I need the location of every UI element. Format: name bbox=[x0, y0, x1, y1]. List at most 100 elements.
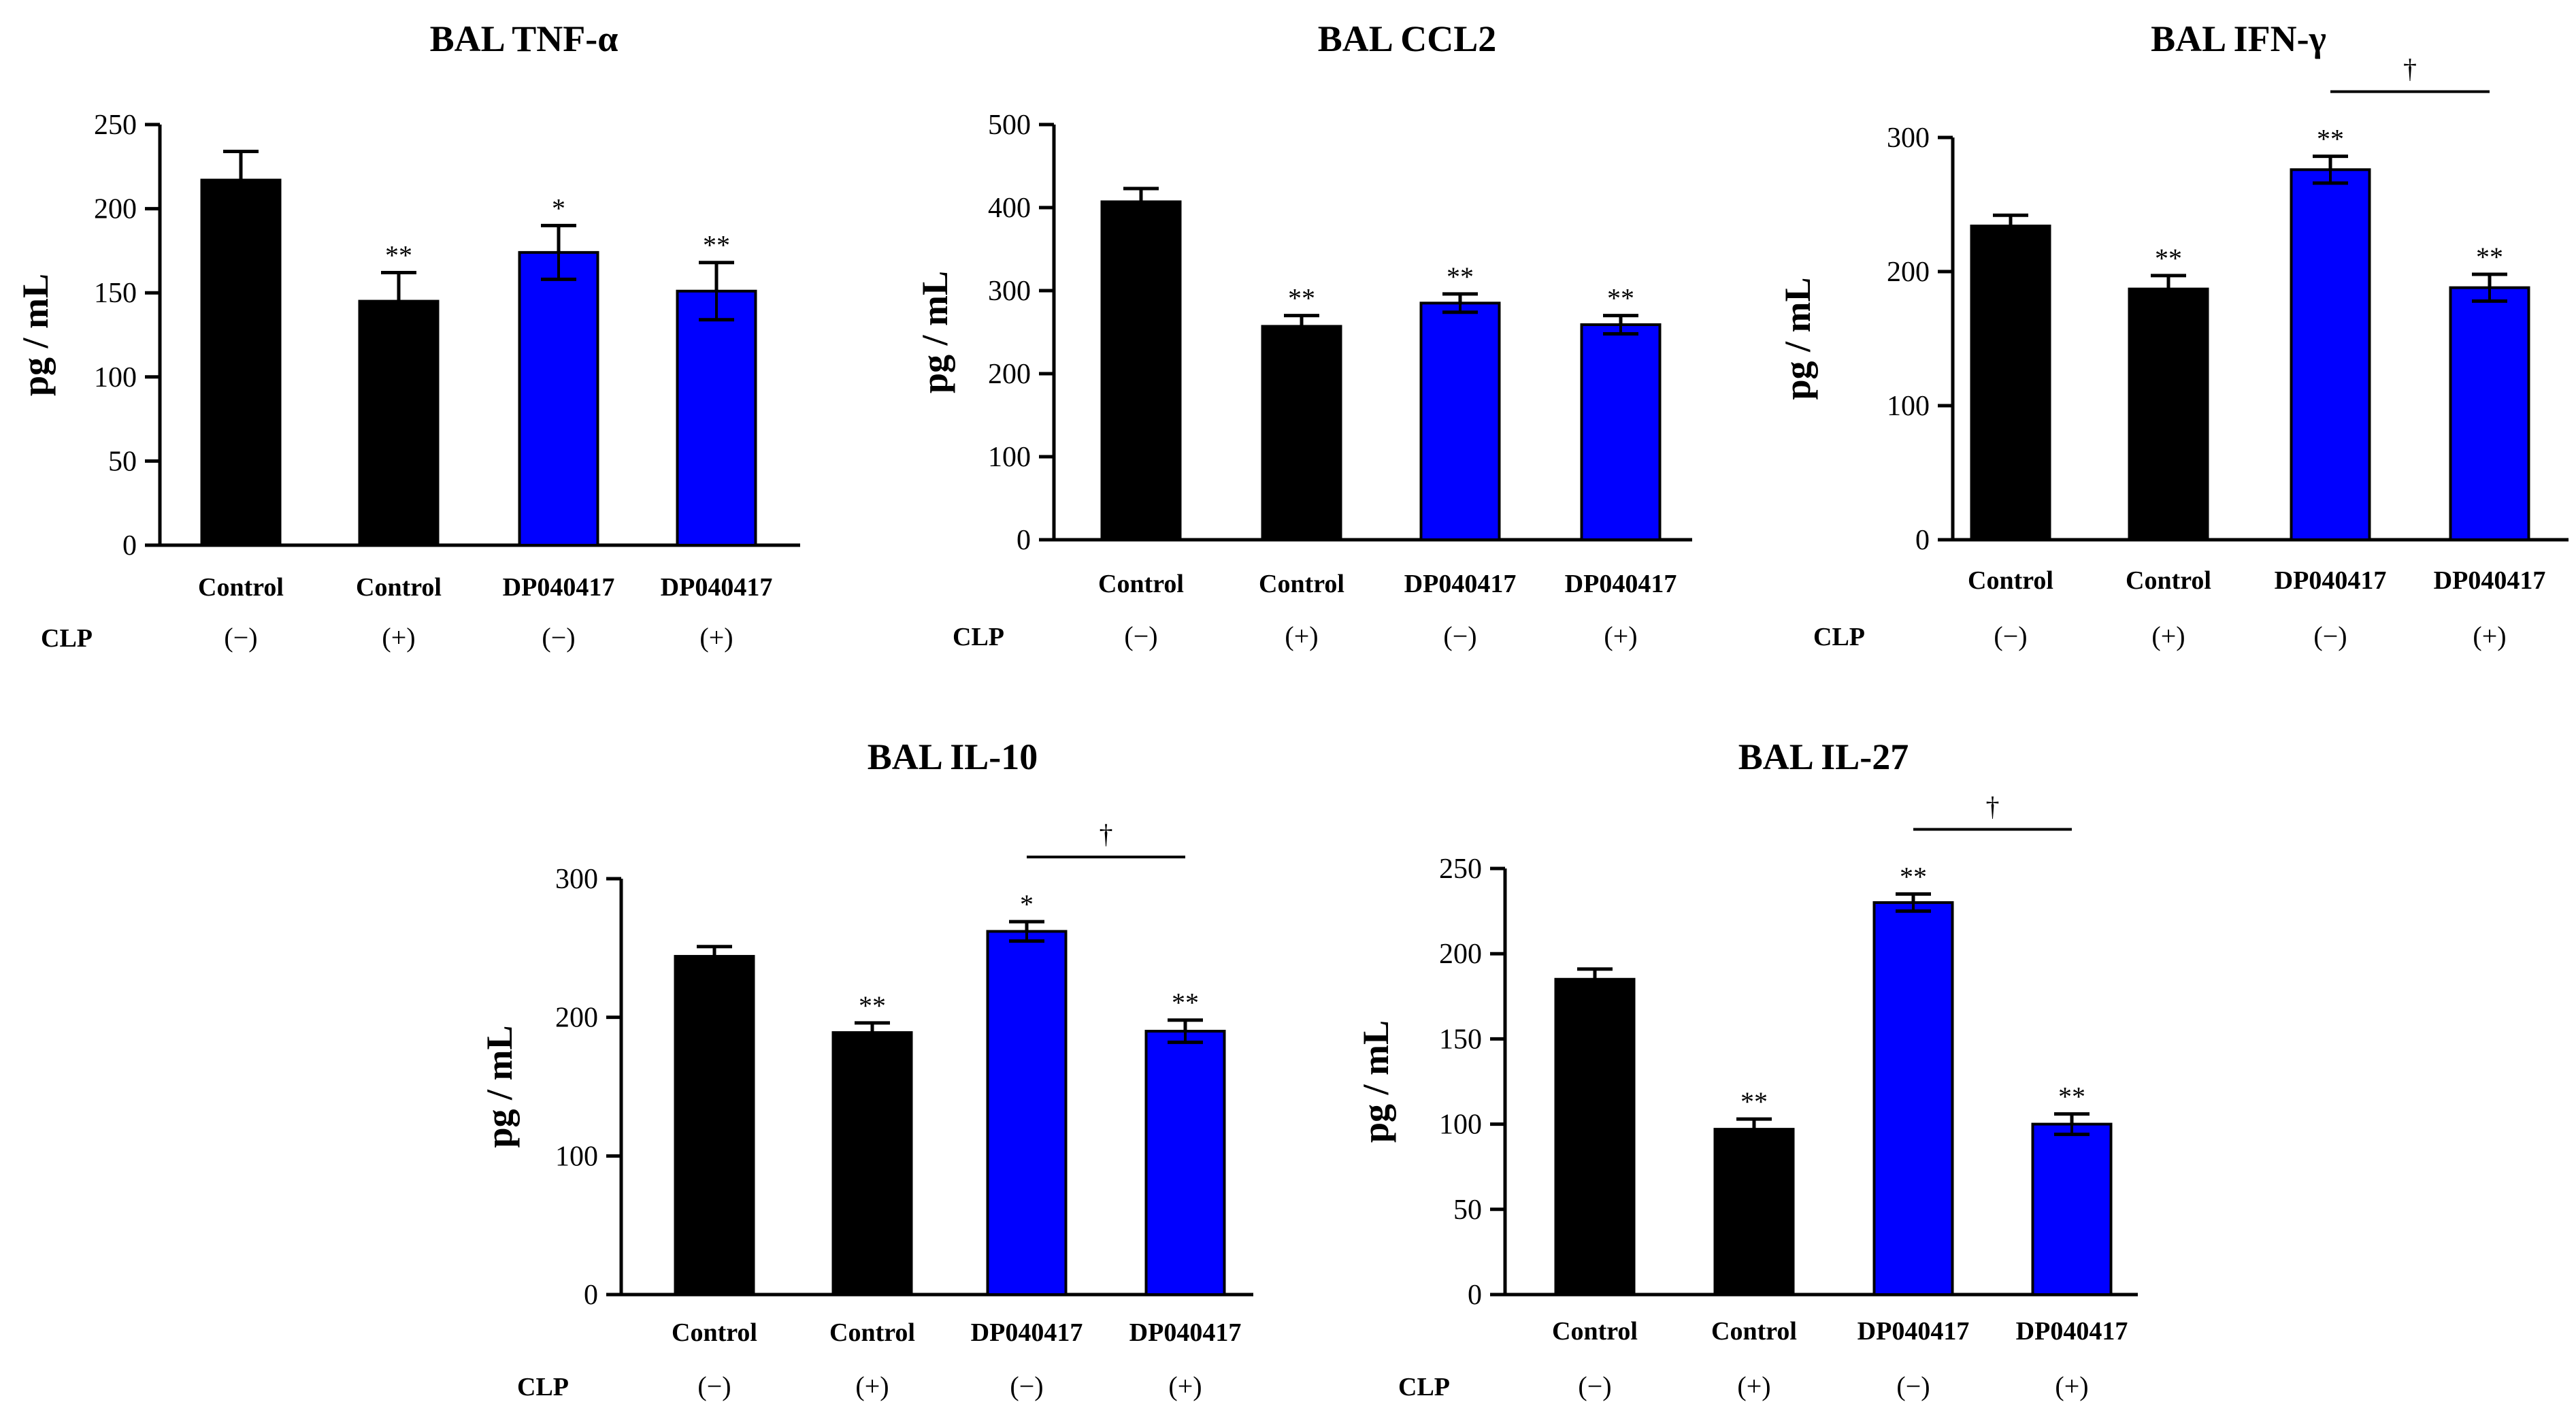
bar bbox=[1872, 901, 1954, 1296]
bracket-label: † bbox=[2403, 54, 2417, 84]
category-label: DP040417 bbox=[2434, 566, 2546, 595]
bar bbox=[2128, 287, 2209, 541]
bar bbox=[358, 299, 440, 547]
y-tick-label: 300 bbox=[555, 864, 598, 895]
clp-row-label: CLP bbox=[41, 624, 93, 653]
bracket-label: † bbox=[1986, 792, 2000, 822]
bar bbox=[1580, 323, 1662, 541]
clp-value: (+) bbox=[1737, 1371, 1770, 1401]
clp-row-label: CLP bbox=[1398, 1373, 1450, 1401]
bar bbox=[2290, 168, 2371, 541]
category-label: Control bbox=[356, 573, 442, 602]
category-label: DP040417 bbox=[503, 573, 615, 602]
y-tick-label: 50 bbox=[108, 446, 137, 477]
bar bbox=[1100, 200, 1182, 541]
chart-panel-2: BAL CCL2 pg / mL 0 100 200 300 400 500 CLP Contro… bbox=[914, 18, 1692, 651]
y-axis-label: pg / mL bbox=[914, 271, 955, 393]
chart-panel-1: BAL TNF-α pg / mL 0 50 100 150 200 250 CLP Contro… bbox=[15, 18, 800, 653]
clp-value: (+) bbox=[382, 622, 415, 653]
y-tick-label: 0 bbox=[1915, 525, 1930, 556]
significance-label: ** bbox=[1740, 1086, 1768, 1117]
y-axis-label: pg / mL bbox=[1777, 277, 1818, 400]
bracket-label: † bbox=[1100, 819, 1113, 849]
bar bbox=[518, 250, 599, 547]
category-label: DP040417 bbox=[2275, 566, 2387, 595]
category-label: Control bbox=[829, 1318, 915, 1347]
clp-value: (+) bbox=[699, 622, 733, 653]
significance-label: ** bbox=[2476, 242, 2503, 272]
chart-title: BAL IL-10 bbox=[868, 736, 1038, 777]
y-tick-label: 200 bbox=[1439, 939, 1482, 970]
bar bbox=[986, 930, 1068, 1296]
bar bbox=[2031, 1122, 2113, 1296]
category-label: Control bbox=[198, 573, 284, 602]
significance-label: ** bbox=[1607, 283, 1634, 314]
significance-label: ** bbox=[2317, 124, 2344, 155]
category-label: DP040417 bbox=[2016, 1317, 2128, 1346]
category-label: Control bbox=[1711, 1317, 1797, 1346]
clp-value: (+) bbox=[2151, 621, 2185, 651]
y-tick-label: 100 bbox=[988, 442, 1031, 473]
y-tick-label: 50 bbox=[1453, 1195, 1482, 1226]
bar bbox=[1713, 1128, 1795, 1297]
clp-value: (+) bbox=[855, 1371, 889, 1401]
category-label: Control bbox=[1259, 570, 1344, 598]
category-label: Control bbox=[2126, 566, 2211, 595]
y-tick-label: 100 bbox=[1887, 391, 1930, 422]
significance-label: ** bbox=[2155, 243, 2182, 274]
chart-panel-4: BAL IL-10 pg / mL 0 100 200 300 CLP Control (−) *… bbox=[479, 736, 1253, 1401]
significance-label: ** bbox=[859, 990, 886, 1021]
bar bbox=[831, 1031, 913, 1296]
category-label: Control bbox=[672, 1318, 757, 1347]
y-tick-label: 150 bbox=[1439, 1024, 1482, 1055]
bar bbox=[1419, 302, 1501, 541]
y-tick-label: 200 bbox=[555, 1003, 598, 1034]
clp-value: (−) bbox=[1994, 621, 2027, 651]
y-tick-label: 300 bbox=[1887, 123, 1930, 154]
y-tick-label: 0 bbox=[122, 530, 137, 562]
bar bbox=[676, 289, 757, 547]
category-label: Control bbox=[1552, 1317, 1638, 1346]
y-tick-label: 200 bbox=[1887, 257, 1930, 288]
category-label: DP040417 bbox=[1565, 570, 1677, 598]
chart-panel-3: BAL IFN-γ pg / mL 0 100 200 300 CLP Control (−) *… bbox=[1777, 18, 2569, 651]
category-label: DP040417 bbox=[1129, 1318, 1242, 1347]
y-tick-label: 250 bbox=[94, 110, 137, 141]
significance-label: ** bbox=[1172, 988, 1199, 1018]
y-tick-label: 250 bbox=[1439, 854, 1482, 885]
bar bbox=[2449, 286, 2530, 541]
clp-value: (−) bbox=[697, 1371, 731, 1401]
significance-label: ** bbox=[1447, 261, 1474, 292]
significance-label: ** bbox=[1288, 283, 1315, 314]
significance-label: ** bbox=[703, 230, 730, 261]
bar bbox=[200, 178, 282, 547]
y-axis-label: pg / mL bbox=[1355, 1020, 1396, 1143]
y-tick-label: 400 bbox=[988, 193, 1031, 224]
chart-title: BAL CCL2 bbox=[1318, 18, 1497, 59]
clp-row-label: CLP bbox=[517, 1373, 569, 1401]
y-tick-label: 100 bbox=[555, 1141, 598, 1172]
clp-value: (−) bbox=[2313, 621, 2347, 651]
significance-label: * bbox=[1020, 889, 1034, 920]
y-tick-label: 0 bbox=[584, 1280, 598, 1311]
clp-value: (−) bbox=[542, 622, 575, 653]
bar bbox=[1554, 977, 1636, 1296]
significance-label: ** bbox=[385, 240, 412, 271]
bar bbox=[1261, 325, 1342, 541]
category-label: Control bbox=[1968, 566, 2053, 595]
bar bbox=[674, 955, 755, 1296]
y-tick-label: 200 bbox=[988, 359, 1031, 390]
clp-row-label: CLP bbox=[953, 623, 1004, 651]
chart-title: BAL IFN-γ bbox=[2151, 18, 2326, 59]
clp-value: (−) bbox=[1578, 1371, 1611, 1401]
y-axis-label: pg / mL bbox=[479, 1025, 520, 1148]
clp-value: (−) bbox=[224, 622, 257, 653]
y-tick-label: 500 bbox=[988, 110, 1031, 141]
chart-title: BAL IL-27 bbox=[1738, 736, 1909, 777]
clp-value: (+) bbox=[2473, 621, 2506, 651]
clp-value: (+) bbox=[2055, 1371, 2088, 1401]
clp-value: (−) bbox=[1010, 1371, 1043, 1401]
clp-value: (+) bbox=[1604, 621, 1637, 651]
clp-value: (−) bbox=[1443, 621, 1476, 651]
